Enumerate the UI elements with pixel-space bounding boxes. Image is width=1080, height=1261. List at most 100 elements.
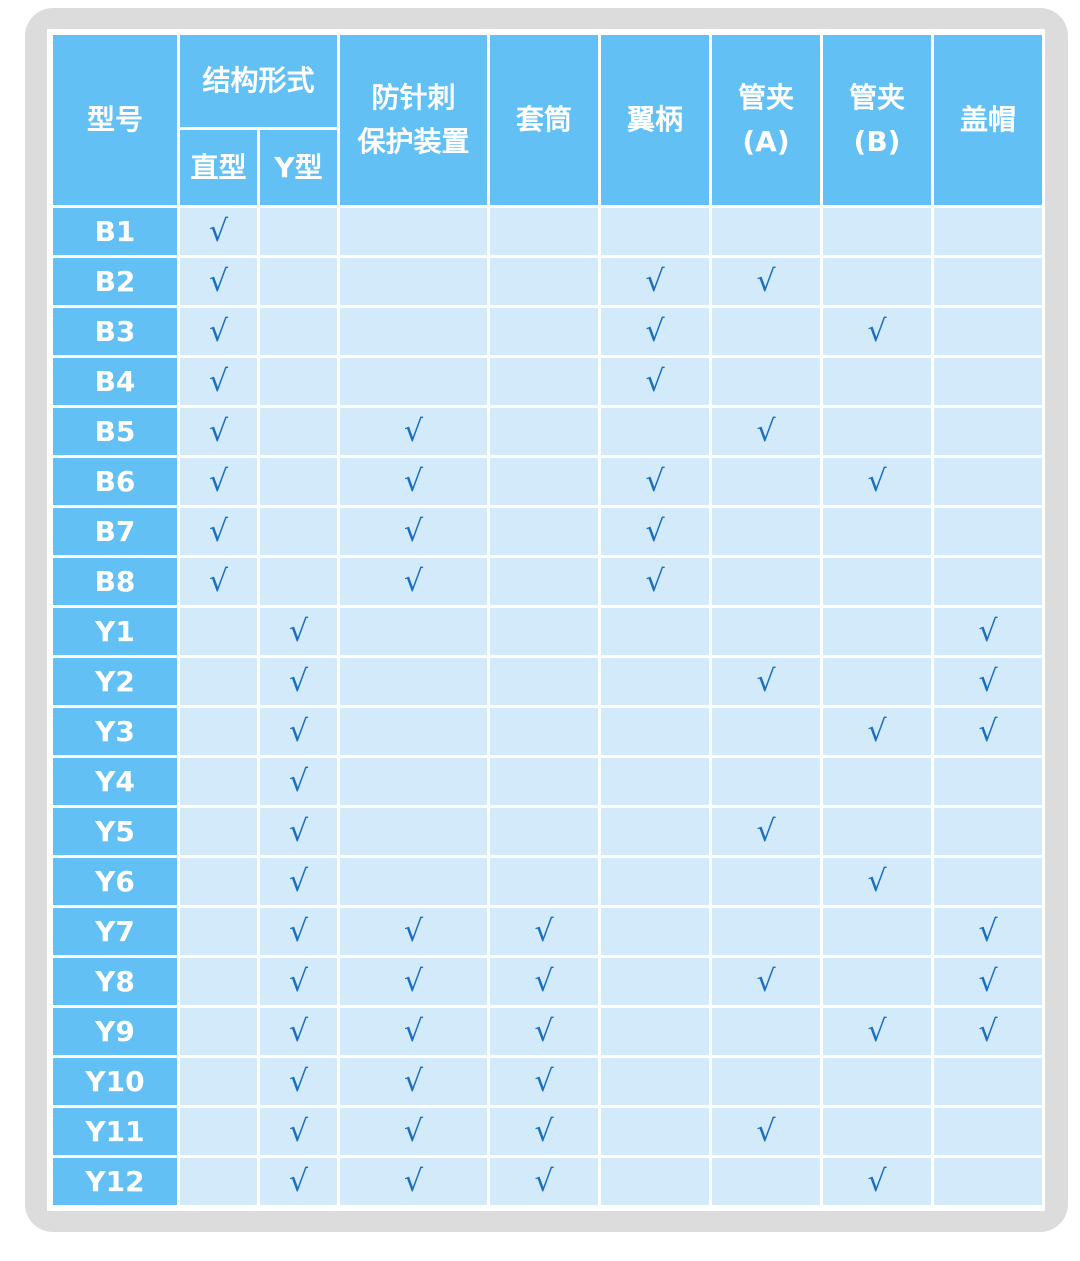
header-clamp-b: 管夹 (B): [820, 32, 934, 208]
check-mark-icon: √: [208, 364, 229, 399]
check-cell: √: [177, 405, 260, 458]
check-mark-icon: √: [403, 1064, 424, 1099]
header-line: 管夹: [848, 81, 905, 114]
check-mark-icon: √: [288, 914, 309, 949]
header-line: 套筒: [515, 103, 572, 136]
check-mark-icon: √: [208, 264, 229, 299]
empty-cell: [337, 755, 490, 808]
table-row: Y6 √ √: [50, 855, 1045, 908]
table-row: Y4 √: [50, 755, 1045, 808]
empty-cell: [709, 855, 823, 908]
table-row: B5 √ √ √: [50, 405, 1045, 458]
check-cell: √: [709, 955, 823, 1008]
table-row: Y8 √ √ √ √ √: [50, 955, 1045, 1008]
check-cell: √: [820, 1155, 934, 1208]
empty-cell: [487, 605, 601, 658]
check-cell: √: [598, 505, 712, 558]
empty-cell: [709, 305, 823, 358]
check-cell: √: [487, 1005, 601, 1058]
check-mark-icon: √: [978, 664, 998, 699]
empty-cell: [931, 455, 1045, 508]
check-mark-icon: √: [288, 614, 309, 649]
empty-cell: [598, 1055, 712, 1108]
header-model: 型号: [50, 32, 180, 208]
check-mark-icon: √: [867, 1014, 887, 1049]
empty-cell: [257, 555, 340, 608]
table-row: B8 √ √ √: [50, 555, 1045, 608]
check-cell: √: [337, 1055, 490, 1108]
table-row: B1 √: [50, 205, 1045, 258]
check-cell: √: [709, 1105, 823, 1158]
model-feature-table: 型号 结构形式 防针刺 保护装置 套筒 翼柄 管夹 (A) 管夹 (B) 盖帽 直型 …: [50, 32, 1045, 1208]
empty-cell: [820, 1105, 934, 1158]
check-mark-icon: √: [403, 514, 424, 549]
table-row: B3 √ √ √: [50, 305, 1045, 358]
check-mark-icon: √: [756, 964, 776, 999]
check-mark-icon: √: [208, 564, 229, 599]
model-cell: B7: [50, 505, 180, 558]
empty-cell: [931, 355, 1045, 408]
empty-cell: [931, 505, 1045, 558]
check-cell: √: [177, 455, 260, 508]
check-cell: √: [177, 355, 260, 408]
empty-cell: [487, 355, 601, 408]
empty-cell: [709, 905, 823, 958]
empty-cell: [337, 305, 490, 358]
check-cell: √: [820, 855, 934, 908]
header-structure: 结构形式: [177, 32, 340, 130]
empty-cell: [487, 255, 601, 308]
table-row: Y11 √ √ √ √: [50, 1105, 1045, 1158]
model-cell: B3: [50, 305, 180, 358]
model-cell: Y12: [50, 1155, 180, 1208]
empty-cell: [931, 1155, 1045, 1208]
header-straight: 直型: [177, 127, 260, 208]
check-cell: √: [257, 1005, 340, 1058]
empty-cell: [598, 1105, 712, 1158]
header-line: 盖帽: [959, 103, 1016, 136]
empty-cell: [931, 255, 1045, 308]
check-mark-icon: √: [867, 464, 887, 499]
check-cell: √: [337, 1155, 490, 1208]
check-mark-icon: √: [645, 564, 665, 599]
check-cell: √: [598, 355, 712, 408]
check-cell: √: [337, 1105, 490, 1158]
check-mark-icon: √: [534, 964, 554, 999]
empty-cell: [709, 505, 823, 558]
empty-cell: [931, 205, 1045, 258]
check-mark-icon: √: [756, 814, 776, 849]
check-cell: √: [931, 705, 1045, 758]
empty-cell: [487, 805, 601, 858]
check-cell: √: [709, 255, 823, 308]
check-cell: √: [337, 405, 490, 458]
check-mark-icon: √: [403, 1164, 424, 1199]
model-cell: Y4: [50, 755, 180, 808]
table-row: Y7 √ √ √ √: [50, 905, 1045, 958]
empty-cell: [820, 555, 934, 608]
check-cell: √: [709, 805, 823, 858]
empty-cell: [257, 355, 340, 408]
table-row: Y9 √ √ √ √ √: [50, 1005, 1045, 1058]
empty-cell: [598, 755, 712, 808]
table-row: Y5 √ √: [50, 805, 1045, 858]
empty-cell: [820, 505, 934, 558]
empty-cell: [177, 905, 260, 958]
model-cell: Y9: [50, 1005, 180, 1058]
check-mark-icon: √: [208, 214, 229, 249]
check-cell: √: [598, 555, 712, 608]
check-cell: √: [177, 555, 260, 608]
empty-cell: [177, 1155, 260, 1208]
empty-cell: [598, 1005, 712, 1058]
empty-cell: [598, 1155, 712, 1208]
check-mark-icon: √: [534, 914, 554, 949]
check-mark-icon: √: [534, 1014, 554, 1049]
check-cell: √: [487, 1155, 601, 1208]
empty-cell: [820, 255, 934, 308]
check-cell: √: [177, 255, 260, 308]
empty-cell: [487, 555, 601, 608]
check-mark-icon: √: [867, 314, 887, 349]
empty-cell: [709, 205, 823, 258]
check-mark-icon: √: [288, 964, 309, 999]
header-cap: 盖帽: [931, 32, 1045, 208]
check-mark-icon: √: [403, 914, 424, 949]
model-cell: B2: [50, 255, 180, 308]
